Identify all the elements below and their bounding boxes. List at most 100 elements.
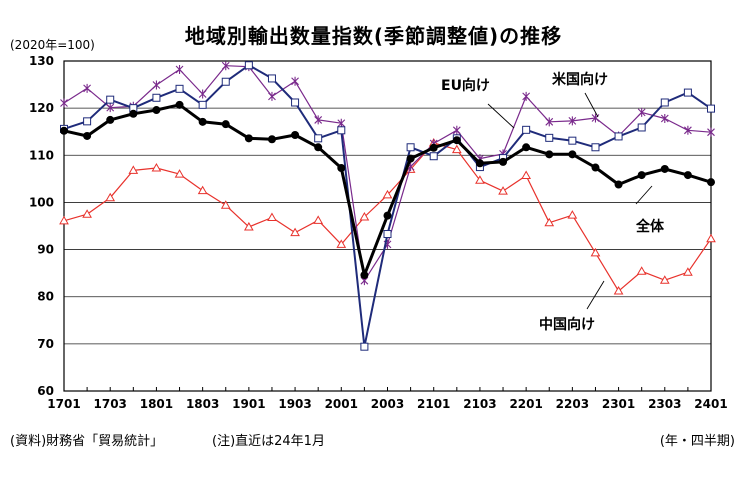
point-triangle [174,169,185,178]
point-triangle [451,144,462,154]
x-tick-label: 2003 [371,397,404,411]
point-triangle [636,266,647,275]
point-triangle [521,170,532,180]
series-label: 中国向け [539,316,595,333]
point-circle [406,154,415,163]
point-circle [707,178,715,187]
point-triangle [359,212,370,221]
point-cross [684,125,692,135]
point-circle [591,163,600,172]
x-tick-label: 2001 [325,397,358,411]
point-square [522,125,531,134]
point-triangle [613,286,624,295]
point-square [83,117,92,126]
plot-frame [63,60,712,392]
point-circle [383,211,392,220]
series-square [60,61,715,351]
point-circle [475,159,484,168]
point-triangle [220,200,231,209]
point-cross [152,80,161,90]
point-circle [637,171,646,180]
gridlines [64,107,711,345]
point-triangle [59,215,69,225]
y-tick-label: 100 [29,195,54,209]
point-triangle [82,209,92,218]
x-tick-label: 1803 [186,397,219,411]
x-tick-label: 1901 [232,397,265,411]
point-triangle [706,233,716,243]
x-tick-label: 1801 [140,397,173,411]
source-note: (資料)財務省「貿易統計」 [10,434,164,449]
point-circle [83,131,92,140]
point-square [360,342,369,351]
point-square [244,61,253,70]
series-label: 米国向け [552,71,608,88]
point-triangle [475,175,485,184]
point-cross [314,115,323,125]
point-triangle [105,192,116,202]
point-circle [314,143,323,152]
point-circle [337,164,346,173]
point-cross [545,117,554,127]
point-triangle [197,185,208,195]
point-triangle [683,267,693,276]
point-circle [683,171,692,180]
label-leader-line [586,280,605,310]
y-tick-label: 80 [37,290,54,304]
point-triangle [128,165,139,174]
point-triangle [290,227,300,237]
point-square [267,74,276,83]
point-square [614,132,623,141]
point-cross [452,125,461,135]
y-tick-label: 110 [29,148,54,162]
point-square [175,84,184,93]
point-cross [83,83,91,93]
point-circle [429,143,438,152]
y-tick-label: 70 [37,337,54,351]
point-triangle [590,247,601,257]
point-circle [60,126,68,135]
point-triangle [243,221,254,231]
point-circle [452,136,461,145]
point-circle [360,271,369,280]
point-circle [198,117,207,126]
point-cross [175,64,184,74]
point-square [383,230,392,239]
point-square [683,88,692,97]
x-tick-label: 2103 [463,397,496,411]
x-tick-label: 2401 [694,397,727,411]
label-leader-line [487,103,515,129]
x-tick-label: 1903 [278,397,311,411]
point-circle [175,100,184,109]
chart-title: 地域別輸出数量指数(季節調整値)の推移 [184,24,563,48]
x-tick-label: 2203 [556,397,589,411]
point-circle [152,106,161,115]
series-label: 全体 [635,218,665,235]
x-tick-label: 2301 [602,397,635,411]
point-triangle [544,217,555,227]
point-square [337,126,346,135]
point-circle [660,164,669,173]
point-cross [568,116,577,126]
point-circle [545,150,554,159]
x-tick-label: 2303 [648,397,681,411]
point-square [291,98,300,107]
point-circle [129,109,138,118]
point-square [568,136,577,145]
point-circle [568,150,577,159]
y-tick-label: 130 [29,54,54,68]
point-triangle [313,215,324,224]
x-tick-label: 1703 [94,397,127,411]
point-square [429,152,438,161]
point-triangle [151,163,162,172]
label-leader-line [635,185,653,205]
point-cross [707,127,715,137]
x-tick-label: 2201 [509,397,542,411]
point-cross [268,91,276,101]
axis-ticks: 60 70 80 90 100 110 120 130 1701 1703 1801 1803 1901… [29,54,728,411]
point-square [591,143,600,152]
series-triangle [59,138,716,295]
point-cross [522,91,531,101]
